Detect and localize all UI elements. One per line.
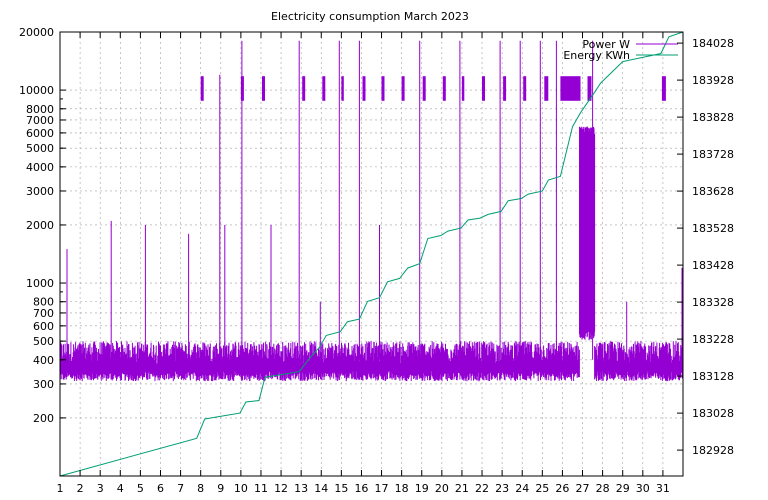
x-tick-label: 9 [217,482,224,495]
x-tick-label: 1 [57,482,64,495]
power-spike-band [341,76,344,101]
y-tick-label: 800 [33,296,54,309]
x-tick-label: 15 [334,482,348,495]
x-tick-label: 23 [495,482,509,495]
power-spike-band [422,76,426,101]
y-tick-label: 20000 [19,26,54,39]
x-tick-label: 8 [197,482,204,495]
x-tick-label: 20 [435,482,449,495]
y2-tick-label: 183728 [692,148,734,161]
y-tick-label: 2000 [26,219,54,232]
y-tick-label: 6000 [26,127,54,140]
x-tick-label: 24 [515,482,529,495]
y-tick-label: 200 [33,412,54,425]
x-tick-label: 25 [535,482,549,495]
power-spike-band [523,76,527,101]
y-tick-label: 8000 [26,103,54,116]
x-tick-label: 21 [455,482,469,495]
power-spike-band [200,76,204,101]
x-tick-label: 5 [137,482,144,495]
x-tick-label: 3 [97,482,104,495]
y2-tick-label: 183528 [692,222,734,235]
chart-title: Electricity consumption March 2023 [271,10,469,23]
power-spike-band [503,76,507,101]
x-tick-label: 10 [234,482,248,495]
x-axis-ticks: 1 2 3 4 5 6 7 8 9 10 11 12 13 14 15 16 17 18 19 20 21 22 23 24 2… [57,32,670,495]
y-tick-label: 700 [33,307,54,320]
y2-tick-label: 184028 [692,37,734,50]
x-tick-label: 2 [77,482,84,495]
x-tick-label: 14 [314,482,328,495]
y-tick-label: 1000 [26,277,54,290]
y-tick-label: 10000 [19,84,54,97]
legend-label-power: Power W [582,38,630,51]
x-tick-label: 26 [555,482,569,495]
y2-tick-label: 183028 [692,407,734,420]
grid-lines [60,31,683,476]
x-tick-label: 29 [616,482,630,495]
y-tick-label: 7000 [26,114,54,127]
y-tick-label: 300 [33,378,54,391]
y2-tick-label: 183228 [692,333,734,346]
x-tick-label: 17 [375,482,389,495]
y-tick-label: 400 [33,354,54,367]
y2-tick-label: 183928 [692,74,734,87]
power-spike-band [482,76,485,101]
y2-tick-label: 183828 [692,111,734,124]
y-tick-label: 3000 [26,185,54,198]
x-tick-label: 28 [596,482,610,495]
series-energy-kwh [59,31,684,477]
power-spike-band [401,76,405,101]
x-tick-label: 18 [395,482,409,495]
legend-label-energy: Energy KWh [563,49,630,62]
y2-tick-label: 183428 [692,259,734,272]
y2-tick-label: 183128 [692,370,734,383]
power-spike-band [322,76,326,101]
power-spike-band [544,76,549,101]
y2-tick-label: 183328 [692,296,734,309]
y2-tick-label: 182928 [692,444,734,457]
x-tick-label: 4 [117,482,124,495]
x-tick-label: 19 [415,482,429,495]
x-tick-label: 30 [636,482,650,495]
series-power-w [59,40,684,382]
plot-frame [59,31,684,477]
power-spike-band [461,76,465,101]
x-tick-label: 27 [576,482,590,495]
legend: Power W Energy KWh [563,38,678,62]
y2-tick-label: 183628 [692,185,734,198]
energy-line [59,31,684,477]
y-tick-label: 600 [33,320,54,333]
y-tick-label: 4000 [26,161,54,174]
y-tick-label: 5000 [26,142,54,155]
power-spike-band [560,76,581,101]
power-spike-band [302,76,306,101]
power-spike-band [362,76,366,101]
power-spike-band [262,76,265,101]
x-tick-label: 11 [254,482,268,495]
x-tick-label: 6 [157,482,164,495]
x-tick-label: 31 [656,482,670,495]
power-spike-band [442,76,446,101]
x-tick-label: 7 [177,482,184,495]
power-spike-band [381,76,385,101]
y2-axis-ticks: 182928 183028 183128 183228 183328 183428 1835… [677,37,734,457]
x-tick-label: 16 [354,482,368,495]
x-tick-label: 12 [274,482,288,495]
x-tick-label: 22 [475,482,489,495]
x-tick-label: 13 [294,482,308,495]
power-spike-band [661,76,666,101]
y-tick-label: 500 [33,335,54,348]
power-spike-band [587,76,592,101]
